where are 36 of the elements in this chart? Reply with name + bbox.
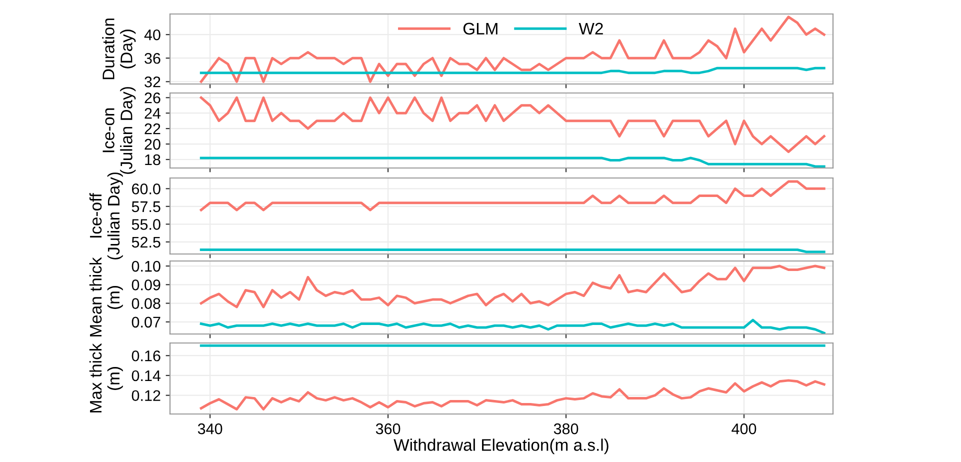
y-tick-label: 55.0 [132,219,160,230]
line-series [200,96,826,154]
y-tick-label: 0.10 [132,260,160,272]
y-axis-title: Duration (Day) [102,18,136,80]
y-axis-title: Max thick (m) [89,343,123,412]
legend-label: GLM [463,22,498,35]
x-tick-label: 380 [554,423,578,434]
line-series [200,156,826,168]
line-series [200,318,826,334]
line-series [200,379,826,410]
y-tick-label: 36 [144,52,160,64]
y-tick-label: 0.07 [132,316,160,328]
y-tick-label: 52.5 [132,236,160,248]
line-series [200,16,826,83]
y-tick-label: 0.12 [132,390,160,402]
y-tick-label: 40 [144,29,160,40]
x-tick-label: 340 [198,423,222,434]
y-tick-label: 24 [144,108,161,119]
y-tick-label: 26 [144,92,160,104]
y-tick-label: 60.0 [132,184,160,194]
y-tick-label: 57.5 [132,201,160,212]
line-series [200,264,826,308]
y-tick-label: 32 [144,76,160,88]
y-tick-label: 0.14 [132,370,161,382]
y-tick-label: 20 [144,138,160,150]
y-tick-label: 22 [144,123,160,134]
y-tick-label: 0.16 [132,350,160,362]
y-tick-label: 18 [145,154,160,166]
x-tick-label: 400 [732,423,756,434]
line-series [200,180,826,212]
x-axis-title: Withdrawal Elevation(m a.s.l) [394,438,608,454]
legend-label: W2 [578,22,603,34]
y-tick-label: 0.08 [132,298,160,309]
y-tick-label: 0.09 [132,280,160,290]
x-tick-label: 360 [376,423,400,434]
y-axis-title: Ice-on (Julian Day) [102,87,136,174]
